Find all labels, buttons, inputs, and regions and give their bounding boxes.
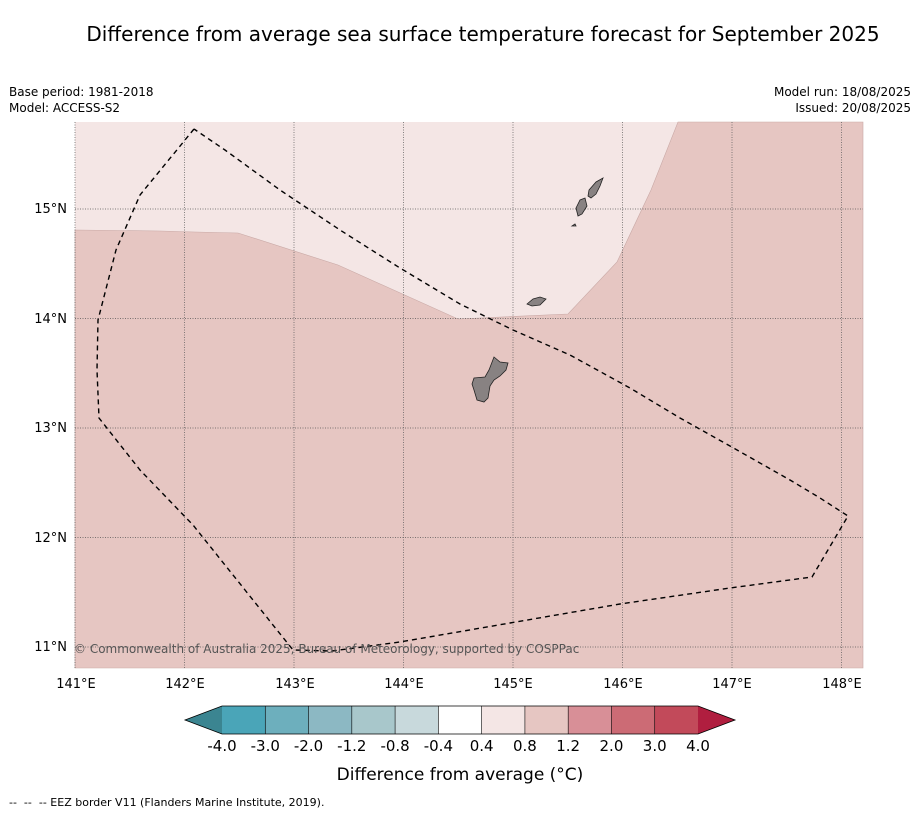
colorbar: -4.0 -3.0 -2.0 -1.2 -0.8 -0.4 0.4 0.8 1.2 2.0 3.0 4… — [183, 705, 737, 755]
lon-tick-145: 145°E — [493, 677, 533, 692]
colorbar-bin — [351, 706, 396, 734]
colorbar-tick-label: -0.4 — [424, 737, 453, 755]
model-name: Model: ACCESS-S2 — [9, 101, 121, 115]
colorbar-outline — [183, 705, 737, 735]
lon-tick-148: 148°E — [822, 677, 862, 692]
islands — [471, 177, 604, 403]
colorbar-bin — [654, 706, 698, 734]
gridlines — [74, 122, 863, 668]
colorbar-tick-label: -4.0 — [207, 737, 236, 755]
colorbar-tick-label: 0.8 — [513, 737, 537, 755]
colorbar-tick-label: 2.0 — [600, 737, 624, 755]
lon-tick-144: 144°E — [384, 677, 424, 692]
saipan-island — [587, 177, 604, 199]
colorbar-bin — [308, 706, 352, 734]
lon-tick-141: 141°E — [56, 677, 96, 692]
colorbar-bin — [568, 706, 612, 734]
colorbar-bin — [395, 706, 439, 734]
lat-tick-labels: 15°N 14°N 13°N 12°N 11°N — [34, 202, 67, 655]
colorbar-tick-label: -1.2 — [337, 737, 366, 755]
map-panel: © Commonwealth of Australia 2025, Bureau… — [34, 121, 864, 692]
colorbar-extend-high — [698, 706, 735, 734]
model-run: Model run: 18/08/2025 — [773, 85, 911, 99]
colorbar-bin — [438, 706, 482, 734]
issued-date: Issued: 20/08/2025 — [795, 101, 911, 115]
guam-island — [471, 356, 509, 403]
colorbar-bin — [524, 706, 569, 734]
lon-tick-143: 143°E — [275, 677, 315, 692]
colorbar-bin — [222, 706, 266, 734]
colorbar-bin — [611, 706, 655, 734]
lat-tick-15: 15°N — [34, 202, 67, 217]
colorbar-bin — [481, 706, 525, 734]
lat-tick-11: 11°N — [34, 640, 67, 655]
meta-right: Model run: 18/08/2025 Issued: 20/08/2025 — [774, 84, 911, 116]
rota-island — [526, 296, 547, 307]
colorbar-tick-label: -2.0 — [294, 737, 323, 755]
base-period: Base period: 1981-2018 — [9, 85, 154, 99]
colorbar-extend-low — [185, 706, 222, 734]
anomaly-region-warm — [74, 121, 864, 669]
colorbar-bin — [265, 706, 309, 734]
meta-left: Base period: 1981-2018 Model: ACCESS-S2 — [9, 84, 154, 116]
eez-legend-note: -- -- -- EEZ border V11 (Flanders Marine… — [9, 796, 325, 809]
aguijan-island — [570, 223, 577, 227]
colorbar-tick-label: 0.4 — [470, 737, 494, 755]
colorbar-title: Difference from average (°C) — [337, 765, 584, 785]
lat-tick-13: 13°N — [34, 421, 67, 436]
lat-tick-14: 14°N — [34, 312, 67, 327]
lon-tick-147: 147°E — [712, 677, 752, 692]
lat-tick-12: 12°N — [34, 531, 67, 546]
tinian-island — [575, 197, 588, 217]
colorbar-tick-label: 4.0 — [686, 737, 710, 755]
lon-tick-labels: 141°E 142°E 143°E 144°E 145°E 146°E 147°… — [56, 677, 862, 692]
colorbar-tick-label: 1.2 — [556, 737, 580, 755]
colorbar-tick-label: 3.0 — [643, 737, 667, 755]
lon-tick-142: 142°E — [165, 677, 205, 692]
lon-tick-146: 146°E — [603, 677, 643, 692]
colorbar-tick-label: -3.0 — [251, 737, 280, 755]
colorbar-tick-label: -0.8 — [380, 737, 409, 755]
eez-border — [96, 128, 849, 652]
copyright-text: © Commonwealth of Australia 2025, Bureau… — [74, 642, 579, 656]
map-title: Difference from average sea surface temp… — [86, 22, 880, 46]
